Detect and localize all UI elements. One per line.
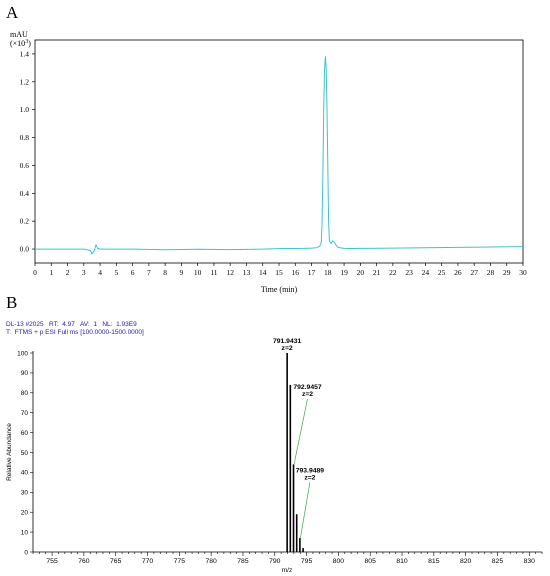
x-tick-label: 28	[487, 268, 495, 277]
y-tick-label: 60	[21, 430, 29, 437]
panel-a-x-axis-label: Time (min)	[261, 285, 298, 294]
y-tick-label: 0	[24, 549, 28, 556]
peak-leader-line	[293, 398, 308, 465]
peak-leader-line	[300, 482, 311, 539]
x-tick-label: 805	[365, 558, 377, 565]
panel-b-scan-header: DL-13 #2025 RT: 4.97 AV: 1 NL: 1.93E9	[6, 321, 137, 328]
x-tick-label: 785	[237, 558, 249, 565]
x-tick-label: 4	[98, 268, 102, 277]
panel-a-letter: A	[6, 3, 19, 22]
panel-b-letter: B	[6, 293, 17, 312]
peak-label-mz: 792.9457	[293, 384, 322, 391]
x-tick-label: 20	[357, 268, 365, 277]
y-tick-label: 0.8	[20, 133, 30, 142]
y-tick-label: 1.0	[20, 105, 30, 114]
peak-label-charge: z=2	[302, 391, 313, 398]
mass-spectrum-chart: 755 760 765 770 775 780 785 790 795 800 805 810 815 8…	[17, 338, 543, 565]
y-tick-label: 1.2	[20, 77, 30, 86]
chromatogram-chart: 0 1 2 3 4 5 6 7 8 9 10 11 12 13 14 15 16 17 18 19 20 21 22 23 24…	[20, 39, 527, 277]
x-tick-label: 15	[275, 268, 283, 277]
x-tick-label: 18	[324, 268, 332, 277]
x-tick-label: 29	[503, 268, 511, 277]
peak-label-mz: 791.9431	[273, 338, 302, 345]
x-tick-label: 26	[454, 268, 462, 277]
y-tick-label: 80	[21, 390, 29, 397]
x-tick-label: 25	[438, 268, 446, 277]
x-tick-label: 790	[269, 558, 281, 565]
x-tick-label: 775	[174, 558, 186, 565]
y-tick-label: 100	[17, 350, 28, 357]
x-tick-label: 11	[210, 268, 217, 277]
x-tick-label: 7	[147, 268, 151, 277]
y-tick-label: 0.6	[20, 161, 30, 170]
panel-a-unit-multiplier: (×103)	[10, 39, 31, 48]
x-tick-label: 6	[131, 268, 135, 277]
panel-b-y-axis-label: Relative Abundance	[6, 423, 13, 481]
x-tick-label: 22	[389, 268, 397, 277]
x-tick-label: 16	[292, 268, 300, 277]
peak-label-charge: z=2	[304, 474, 315, 481]
x-tick-label: 770	[142, 558, 154, 565]
x-tick-label: 830	[524, 558, 536, 565]
y-tick-label: 20	[21, 510, 29, 517]
x-tick-label: 795	[301, 558, 313, 565]
x-tick-label: 820	[460, 558, 472, 565]
x-tick-label: 24	[422, 268, 430, 277]
x-tick-label: 3	[82, 268, 86, 277]
x-tick-label: 800	[333, 558, 345, 565]
peak-label-charge: z=2	[282, 345, 293, 352]
y-tick-label: 0.0	[20, 245, 30, 254]
x-tick-label: 760	[78, 558, 90, 565]
y-tick-label: 0.4	[20, 189, 30, 198]
x-tick-label: 12	[226, 268, 234, 277]
x-tick-label: 30	[519, 268, 527, 277]
x-tick-label: 13	[243, 268, 251, 277]
x-tick-label: 755	[46, 558, 58, 565]
panel-b-x-axis-label: m/z	[282, 567, 292, 574]
plot-frame	[34, 39, 524, 264]
y-tick-label: 70	[21, 410, 29, 417]
x-tick-label: 0	[33, 268, 37, 277]
x-tick-label: 780	[205, 558, 217, 565]
peak-label-mz: 793.9489	[296, 467, 325, 474]
x-tick-label: 21	[373, 268, 381, 277]
y-tick-label: 1.4	[20, 49, 30, 58]
x-tick-label: 1	[49, 268, 53, 277]
x-tick-label: 23	[405, 268, 413, 277]
x-tick-label: 825	[492, 558, 504, 565]
x-tick-label: 8	[163, 268, 167, 277]
x-tick-label: 2	[66, 268, 70, 277]
panel-a-unit-label: mAU	[10, 30, 28, 39]
x-tick-label: 9	[180, 268, 184, 277]
x-tick-label: 815	[428, 558, 440, 565]
x-tick-label: 810	[396, 558, 408, 565]
y-tick-label: 30	[21, 490, 29, 497]
x-tick-label: 765	[110, 558, 122, 565]
x-tick-label: 5	[114, 268, 118, 277]
x-tick-label: 27	[470, 268, 478, 277]
y-tick-label: 90	[21, 370, 29, 377]
x-tick-label: 14	[259, 268, 267, 277]
x-tick-label: 19	[340, 268, 348, 277]
y-tick-label: 10	[21, 529, 29, 536]
y-tick-label: 40	[21, 470, 29, 477]
y-tick-label: 0.2	[20, 217, 30, 226]
chromatogram-trace	[35, 56, 524, 255]
x-tick-label: 17	[308, 268, 316, 277]
panel-b-scan-filter: T: FTMS + p ESI Full ms [100.0000-1500.0…	[6, 329, 144, 336]
y-tick-label: 50	[21, 450, 29, 457]
x-tick-label: 10	[194, 268, 202, 277]
